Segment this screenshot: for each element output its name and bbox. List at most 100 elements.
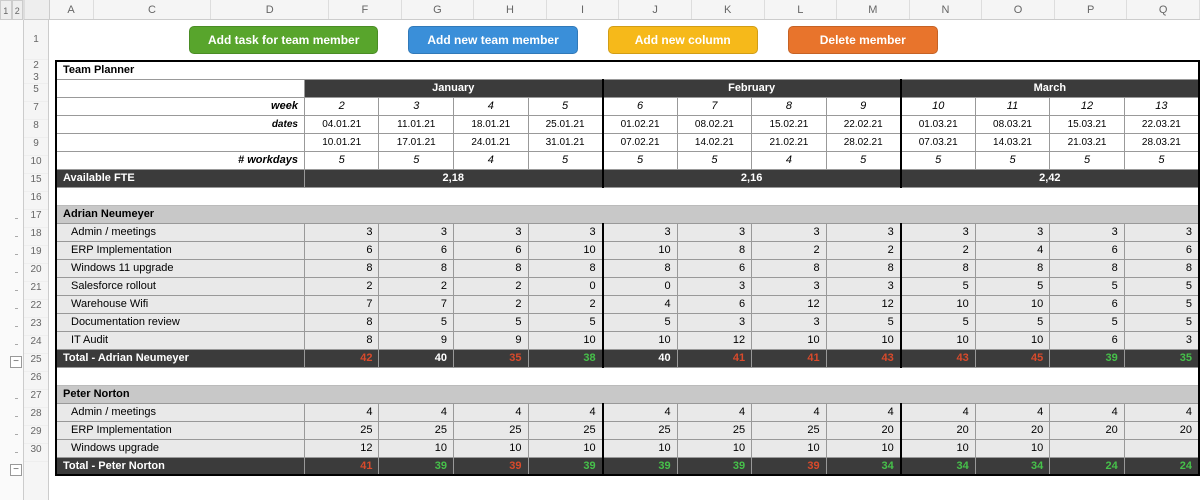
cell[interactable]: 10 [752, 439, 827, 457]
collapse-icon[interactable] [0, 354, 23, 372]
cell[interactable]: 10 [528, 331, 603, 349]
cell[interactable]: 3 [677, 313, 752, 331]
cell[interactable]: 17.01.21 [379, 133, 454, 151]
cell[interactable]: 6 [454, 241, 529, 259]
cell[interactable]: 4 [677, 403, 752, 421]
cell[interactable]: 11 [975, 97, 1050, 115]
cell[interactable]: 6 [1124, 241, 1199, 259]
collapse-icon[interactable] [0, 462, 23, 480]
row-27[interactable]: 27 [24, 390, 48, 408]
cell[interactable]: 3 [454, 223, 529, 241]
cell[interactable]: 10 [603, 439, 678, 457]
cell[interactable]: 18.01.21 [454, 115, 529, 133]
col-L[interactable]: L [765, 0, 838, 19]
cell[interactable]: 7 [379, 295, 454, 313]
add-task-button[interactable]: Add task for team member [189, 26, 378, 54]
cell[interactable]: 41 [752, 349, 827, 367]
cell[interactable]: 8 [901, 259, 976, 277]
cell[interactable]: 5 [603, 313, 678, 331]
cell[interactable]: February [603, 79, 901, 97]
cell[interactable]: 01.03.21 [901, 115, 976, 133]
cell[interactable]: 3 [1050, 223, 1125, 241]
cell[interactable]: 31.01.21 [528, 133, 603, 151]
cell[interactable]: 10 [752, 331, 827, 349]
cell[interactable] [1050, 439, 1125, 457]
cell[interactable]: 5 [826, 313, 901, 331]
cell[interactable]: 6 [603, 97, 678, 115]
cell[interactable]: 5 [1124, 313, 1199, 331]
cell[interactable]: 4 [826, 403, 901, 421]
cell[interactable]: 3 [379, 223, 454, 241]
cell[interactable]: 5 [1124, 295, 1199, 313]
cell[interactable]: 5 [1124, 151, 1199, 169]
cell[interactable]: 5 [379, 151, 454, 169]
cell[interactable]: 25 [304, 421, 379, 439]
cell[interactable]: # workdays [56, 151, 304, 169]
cell[interactable]: 12 [677, 331, 752, 349]
cell[interactable] [56, 133, 304, 151]
row-30[interactable]: 30 [24, 444, 48, 462]
cell[interactable]: 34 [901, 457, 976, 475]
cell[interactable]: 20 [826, 421, 901, 439]
cell[interactable]: 4 [1124, 403, 1199, 421]
cell[interactable]: 2,18 [304, 169, 602, 187]
cell[interactable]: 5 [677, 151, 752, 169]
cell[interactable]: January [304, 79, 602, 97]
cell[interactable]: 39 [677, 457, 752, 475]
cell[interactable]: 3 [826, 223, 901, 241]
cell[interactable] [56, 187, 1199, 205]
cell[interactable]: 4 [752, 403, 827, 421]
cell[interactable]: 4 [454, 97, 529, 115]
cell[interactable]: 8 [1124, 259, 1199, 277]
cell[interactable]: 42 [304, 349, 379, 367]
row-25[interactable]: 25 [24, 354, 48, 372]
cell[interactable]: 8 [304, 313, 379, 331]
cell[interactable]: 10 [528, 439, 603, 457]
cell[interactable]: 10 [901, 439, 976, 457]
cell[interactable]: 39 [379, 457, 454, 475]
cell[interactable]: 39 [752, 457, 827, 475]
select-all-corner[interactable] [25, 0, 50, 19]
cell[interactable]: 5 [1050, 313, 1125, 331]
cell[interactable]: 25 [603, 421, 678, 439]
cell[interactable]: 4 [454, 151, 529, 169]
cell[interactable]: 6 [1050, 331, 1125, 349]
cell[interactable]: 43 [901, 349, 976, 367]
cell[interactable]: 3 [975, 223, 1050, 241]
row-23[interactable]: 23 [24, 318, 48, 336]
cell[interactable]: 2 [304, 97, 379, 115]
cell[interactable]: 28.03.21 [1124, 133, 1199, 151]
cell[interactable]: Salesforce rollout [56, 277, 304, 295]
cell[interactable]: 25 [528, 421, 603, 439]
cell[interactable]: 3 [1124, 331, 1199, 349]
cell[interactable]: 6 [1050, 241, 1125, 259]
cell[interactable]: 8 [975, 259, 1050, 277]
cell[interactable]: 5 [454, 313, 529, 331]
cell[interactable]: Total - Adrian Neumeyer [56, 349, 304, 367]
cell[interactable]: 14.03.21 [975, 133, 1050, 151]
cell[interactable]: 2,42 [901, 169, 1199, 187]
cell[interactable]: 3 [752, 313, 827, 331]
row-20[interactable]: 20 [24, 264, 48, 282]
cell[interactable]: 12 [1050, 97, 1125, 115]
cell[interactable]: 2 [901, 241, 976, 259]
cell[interactable]: 8 [1050, 259, 1125, 277]
cell[interactable]: 5 [304, 151, 379, 169]
cell[interactable]: 6 [1050, 295, 1125, 313]
cell[interactable]: 04.01.21 [304, 115, 379, 133]
cell[interactable]: 5 [901, 151, 976, 169]
cell[interactable]: 4 [603, 295, 678, 313]
cell[interactable]: 4 [528, 403, 603, 421]
cell[interactable]: 6 [379, 241, 454, 259]
row-21[interactable]: 21 [24, 282, 48, 300]
cell[interactable]: 9 [454, 331, 529, 349]
cell[interactable]: 4 [304, 403, 379, 421]
cell[interactable]: 25 [677, 421, 752, 439]
cell[interactable]: Adrian Neumeyer [56, 205, 1199, 223]
row-7[interactable]: 7 [24, 102, 48, 120]
cell[interactable]: 9 [379, 331, 454, 349]
cell[interactable]: Team Planner [56, 61, 1199, 79]
cell[interactable]: 10 [975, 331, 1050, 349]
cell[interactable]: ERP Implementation [56, 241, 304, 259]
delete-member-button[interactable]: Delete member [788, 26, 938, 54]
